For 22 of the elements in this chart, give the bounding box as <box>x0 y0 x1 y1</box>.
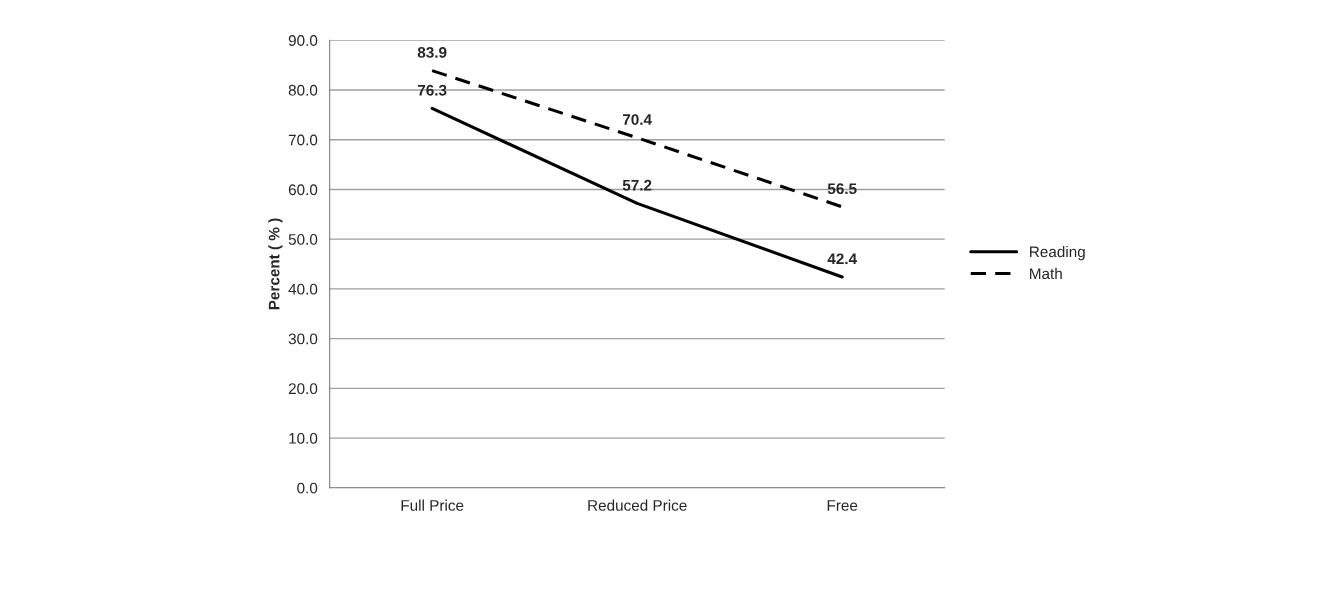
y-tick-label: 10.0 <box>289 432 318 444</box>
y-tick-label: 20.0 <box>288 383 318 395</box>
y-tick-label: 80.0 <box>288 84 318 96</box>
y-axis-title: Percent ( % ) <box>268 218 283 310</box>
y-tick-label: 30.0 <box>288 333 318 345</box>
y-tick-label: 60.0 <box>288 184 318 196</box>
x-tick-label: Free <box>827 500 858 511</box>
x-tick-label: Reduced Price <box>588 499 687 511</box>
data-label: 83.9 <box>417 47 447 58</box>
legend-label: Math <box>1030 267 1062 280</box>
data-label: 70.4 <box>622 114 652 125</box>
y-tick-label: 50.0 <box>288 234 318 245</box>
y-tick-label: 0.0 <box>297 482 318 494</box>
data-label: 56.5 <box>827 183 857 195</box>
data-label: 57.2 <box>622 179 652 191</box>
data-label: 42.4 <box>827 253 857 265</box>
y-tick-label: 40.0 <box>288 283 318 295</box>
x-tick-label: Full Price <box>401 499 464 511</box>
legend-label: Reading <box>1030 245 1085 261</box>
y-tick-label: 70.0 <box>288 134 318 146</box>
y-tick-label: 90.0 <box>288 35 318 46</box>
data-label: 76.3 <box>417 84 447 96</box>
